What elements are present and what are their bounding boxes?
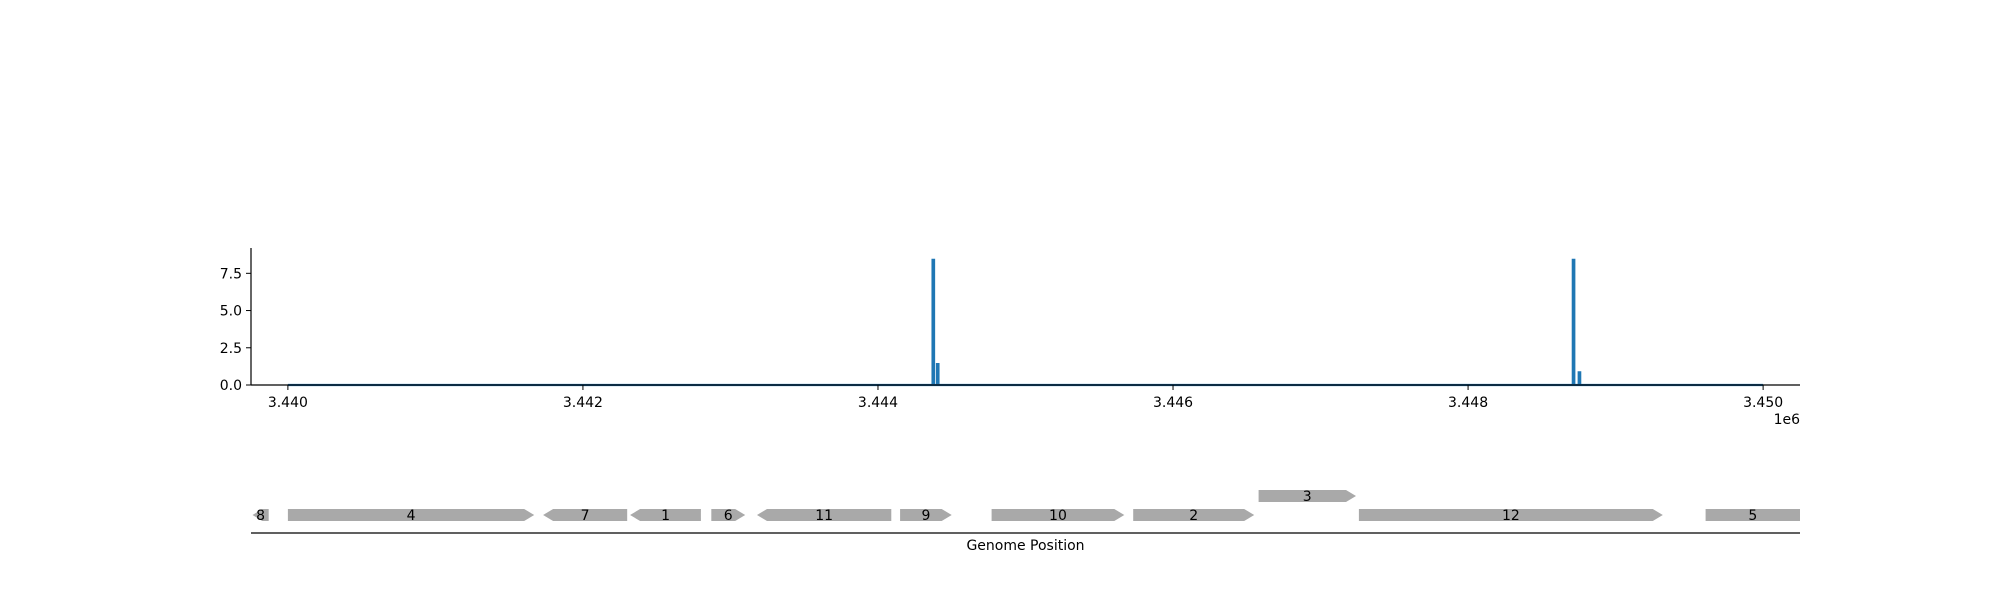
gene-feature-label: 11 xyxy=(815,508,833,524)
gene-feature-label: 8 xyxy=(256,508,265,524)
y-tick-label: 0.0 xyxy=(220,378,242,394)
gene-feature-label: 3 xyxy=(1303,489,1312,505)
gene-feature-label: 4 xyxy=(407,508,416,524)
gene-feature-arrow xyxy=(1705,509,1800,521)
y-ticks-group: 0.0 2.5 5.0 7.5 xyxy=(220,266,251,394)
gene-feature-label: 2 xyxy=(1189,508,1198,524)
gene-feature-label: 7 xyxy=(581,508,590,524)
gene-feature-arrow xyxy=(543,509,628,521)
gene-feature-arrow xyxy=(757,509,892,521)
y-tick-label: 7.5 xyxy=(220,266,242,282)
gene-feature-arrow xyxy=(252,509,269,521)
x-tick-label: 3.448 xyxy=(1448,395,1488,411)
gene-feature-arrow xyxy=(630,509,701,521)
gene-map-x-axis-label: Genome Position xyxy=(966,538,1084,554)
gene-feature-arrow xyxy=(1133,509,1255,521)
x-tick-label: 3.444 xyxy=(858,395,898,411)
gene-feature-arrow xyxy=(1258,490,1356,502)
x-tick-label: 3.450 xyxy=(1743,395,1783,411)
x-tick-label: 3.440 xyxy=(268,395,308,411)
gene-features-group: 8 4 7 1 6 11 9 10 2 3 12 5 xyxy=(252,489,1800,524)
gene-feature-arrow xyxy=(991,509,1125,521)
x-tick-label: 3.446 xyxy=(1153,395,1193,411)
gene-map-plot: 8 4 7 1 6 11 9 10 2 3 12 5 Genome Position xyxy=(251,489,1800,554)
x-tick-label: 3.442 xyxy=(563,395,603,411)
gene-feature-label: 5 xyxy=(1748,508,1757,524)
coverage-plot: 3.440 3.442 3.444 3.446 3.448 3.450 0.0 2.5 5.0… xyxy=(220,248,1800,428)
x-axis-offset-label: 1e6 xyxy=(1774,412,1801,428)
y-tick-label: 2.5 xyxy=(220,341,242,357)
gene-feature-label: 1 xyxy=(661,508,670,524)
gene-feature-label: 9 xyxy=(921,508,930,524)
gene-feature-arrow xyxy=(711,509,746,521)
gene-feature-arrow xyxy=(900,509,952,521)
gene-feature-label: 6 xyxy=(724,508,733,524)
gene-feature-label: 12 xyxy=(1502,508,1520,524)
gene-feature-arrow xyxy=(1358,509,1663,521)
y-tick-label: 5.0 xyxy=(220,304,242,320)
gene-feature-label: 10 xyxy=(1049,508,1067,524)
gene-feature-arrow xyxy=(287,509,535,521)
x-ticks-group: 3.440 3.442 3.444 3.446 3.448 3.450 xyxy=(268,385,1783,411)
